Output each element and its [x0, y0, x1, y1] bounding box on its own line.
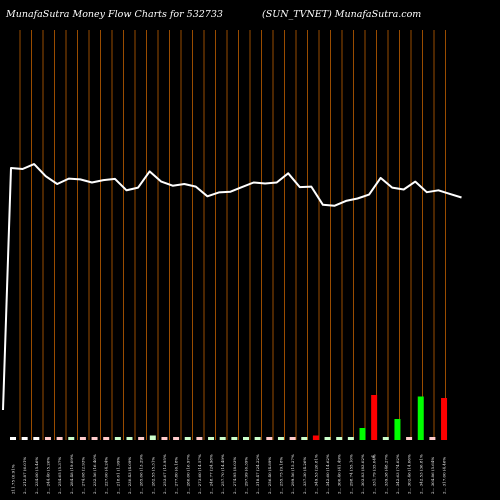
x-tick-label: 2... 285.06 (13.29%	[139, 454, 144, 494]
volume-bar	[254, 437, 261, 440]
volume-bar	[173, 437, 180, 440]
volume-bar	[406, 437, 413, 440]
x-tick-label: 2... 297.99 (6.39%	[244, 457, 249, 494]
volume-bar	[161, 437, 168, 440]
volume-bar	[56, 437, 63, 440]
x-tick-label: 2... 318.47 (24.22%	[255, 454, 260, 494]
x-tick-label: 2... 257.70 (14.49%	[220, 454, 225, 494]
volume-bar	[417, 396, 424, 440]
x-tick-label: 2... 298.74 (55.10%	[348, 454, 353, 494]
volume-bar	[289, 437, 296, 440]
x-tick-label: 211.75 (0.91%	[11, 464, 16, 494]
volume-bar	[359, 428, 366, 440]
x-tick-label: 2... 282.55 (5.31%	[150, 457, 155, 494]
volume-bar	[243, 437, 249, 440]
volume-bar	[126, 437, 133, 440]
x-tick-label: 2... 337.30 (4.26%	[302, 457, 307, 494]
x-tick-label: 2... 342.60 (14.62%	[325, 454, 330, 494]
x-tick-label: 2... 230.43 (4.09%	[127, 457, 132, 494]
volume-bar	[429, 437, 436, 440]
volume-bar	[441, 398, 448, 440]
x-tick-label: 2... 248.77 (24.98%	[209, 454, 214, 494]
x-tick-label: 2... 218.61 (1.99%	[115, 457, 120, 494]
volume-bar	[79, 437, 86, 440]
volume-bar	[394, 419, 401, 440]
volume-bar	[138, 437, 145, 440]
x-tick-label: 2... 273.60 (14.57%	[197, 454, 202, 494]
x-tick-label: 2... 254.65 (5.37%	[57, 457, 62, 494]
x-tick-label: 2... 234.00 (5.46%	[34, 457, 39, 494]
x-tick-label: 2... 304.86 (5.64%	[430, 457, 435, 494]
volume-bar	[336, 437, 343, 440]
x-tick-label: 2... 302.46 (14.06%	[407, 454, 412, 494]
volume-bar	[301, 437, 308, 440]
x-tick-label: 2... 244.40 (5.26%	[45, 457, 50, 494]
volume-bar	[10, 437, 16, 440]
volume-bar	[149, 435, 156, 440]
chart-title: MunafaSutra Money Flow Charts for 532733	[6, 9, 223, 20]
volume-bar	[231, 437, 238, 440]
x-tick-label: 2... 339.38 (48.27%	[383, 454, 388, 494]
x-tick-label: 2... 349.53 (26.81%	[313, 454, 318, 494]
volume-bar	[277, 437, 284, 440]
money-flow-line	[2, 163, 462, 411]
x-tick-label: 2... 300.40 (41.49%	[337, 454, 342, 494]
x-tick-label: 2... 274.08 (2.93%	[80, 457, 85, 494]
x-tick-label: 2... 253.67 (13.95%	[162, 454, 167, 494]
volume-bar	[114, 437, 121, 440]
x-tick-label: 2... 212.87 (6.01%	[22, 457, 27, 494]
x-tick-label: 2... 284.48 (19.09%	[69, 454, 74, 494]
volume-bar	[371, 395, 378, 440]
chart-annotation: %	[371, 454, 375, 459]
volume-bar	[33, 437, 40, 440]
x-tick-label: 2... 255.75 (9.18%	[278, 457, 283, 494]
x-tick-label: 2... 342.63 (74.02%	[395, 454, 400, 494]
volume-bar	[44, 437, 51, 440]
x-tick-label: 2... 256.40 (4.89%	[267, 457, 272, 494]
x-tick-label: 2... 232.56 (16.40%	[92, 454, 97, 494]
x-tick-label: 2... 331.79 (35.04%	[372, 454, 377, 494]
x-tick-label: 2... 342.53 (36.81%	[418, 454, 423, 494]
volume-bar	[91, 437, 98, 440]
volume-bar	[103, 437, 110, 440]
volume-bar	[208, 437, 215, 440]
x-tick-label: 2... 227.00 (4.24%	[104, 457, 109, 494]
volume-bar	[196, 437, 203, 440]
volume-bar	[382, 437, 389, 440]
volume-bar	[324, 437, 331, 440]
volume-bar	[21, 437, 28, 440]
x-tick-label: 2... 286.00 (16.97%	[185, 454, 190, 494]
x-tick-label: 2... 317.00 (4.46%	[442, 457, 447, 494]
volume-bar	[184, 437, 191, 440]
x-axis-labels: 211.75 (0.91% 2... 212.87 (6.01% 2... 234.…	[11, 454, 447, 494]
x-tick-label: 2... 303.83 (83.02%	[360, 454, 365, 494]
chart-bars	[10, 395, 448, 440]
volume-bar	[266, 437, 273, 440]
chart-grid	[19, 30, 446, 440]
x-tick-label: 2... 274.95 (8.03%	[232, 457, 237, 494]
x-tick-label: 2... 299.56 (15.27%	[290, 454, 295, 494]
volume-bar	[68, 437, 75, 440]
chart-subtitle: (SUN_TVNET) MunafaSutra.com	[262, 9, 422, 20]
volume-bar	[312, 435, 319, 440]
volume-bar	[219, 437, 226, 440]
x-tick-label: 2... 277.80 (6.18%	[174, 457, 179, 494]
volume-bar	[347, 437, 354, 440]
